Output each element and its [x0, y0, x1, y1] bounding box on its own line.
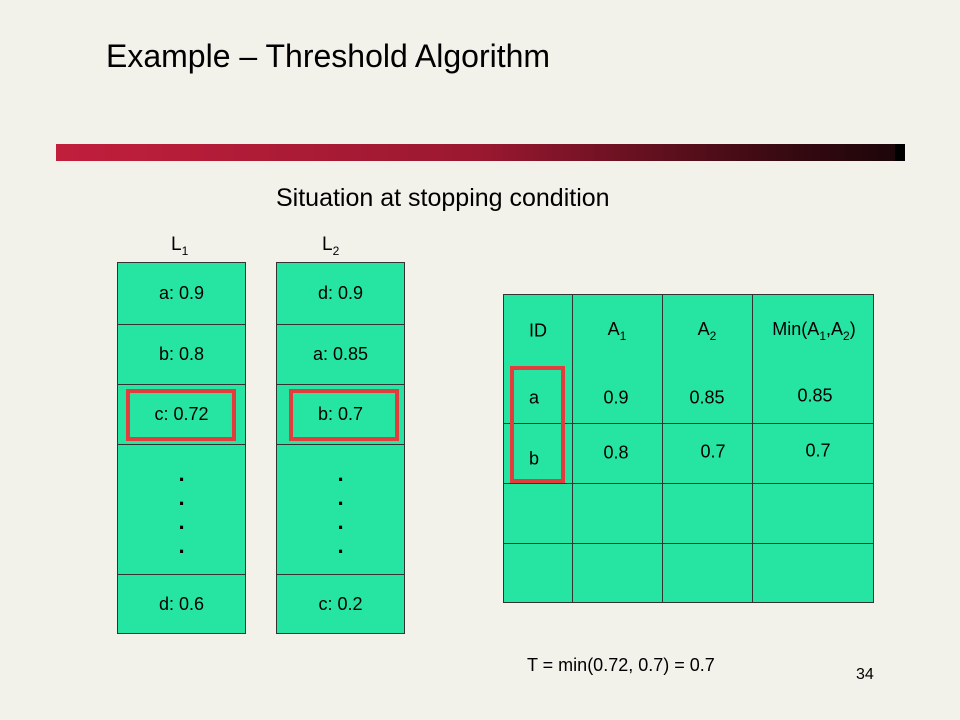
table-cell-id: b — [528, 448, 540, 469]
table-header-min-sub1: 1 — [819, 328, 826, 343]
table-cell-a1: 0.9 — [603, 387, 629, 408]
table-cell-a2: 0.7 — [700, 441, 726, 462]
table-header-a1-text: A — [607, 319, 620, 340]
table-header-a2: A2 — [698, 319, 717, 343]
threshold-formula: T = min(0.72, 0.7) = 0.7 — [527, 655, 715, 675]
table-column-divider — [662, 295, 663, 602]
list-l1-ellipsis: .... — [118, 445, 245, 575]
list-l2-label: L2 — [322, 234, 339, 258]
table-cell-min: 0.7 — [805, 440, 831, 461]
table-header-id: ID — [529, 320, 547, 341]
title-accent-bar-end — [895, 144, 905, 161]
list-l1-item: a: 0.9 — [118, 263, 245, 325]
table-cell-a1: 0.8 — [603, 442, 629, 463]
list-l2-highlight — [289, 389, 399, 441]
list-l2-item: c: 0.2 — [318, 593, 363, 614]
table-header-min: Min(A1,A2) — [772, 319, 855, 343]
table-header-a1-sub: 1 — [619, 328, 627, 343]
table-header-min-sub2: 2 — [843, 328, 850, 343]
table-cell-id: a — [528, 387, 540, 408]
list-l2-item: a: 0.85 — [277, 325, 404, 385]
list-l1: a: 0.9 b: 0.8 c: 0.72 .... d: 0.6 — [117, 262, 246, 634]
table-header-a2-text: A — [697, 319, 710, 340]
list-l2-item: d: 0.9 — [277, 263, 404, 325]
table-column-divider — [572, 295, 573, 602]
list-l1-item: c: 0.72 — [118, 385, 245, 445]
list-l2-label-text: L — [322, 234, 333, 255]
list-l1-label-sub: 1 — [181, 243, 189, 258]
page-number: 34 — [856, 666, 874, 683]
list-l2-ellipsis: .... — [277, 445, 404, 575]
title-accent-bar — [56, 144, 905, 161]
table-row-divider — [504, 423, 873, 424]
table-id-highlight — [510, 366, 565, 483]
list-l1-item: b: 0.8 — [118, 325, 245, 385]
table-column-divider — [752, 295, 753, 602]
table-row-divider — [504, 543, 873, 544]
list-l1-label-text: L — [171, 234, 182, 255]
table-row-divider — [504, 483, 873, 484]
table-header-min-mid: ,A — [826, 319, 844, 340]
table-cell-a2: 0.85 — [689, 387, 725, 408]
table-cell-min: 0.85 — [797, 385, 833, 406]
slide-subtitle: Situation at stopping condition — [276, 184, 610, 212]
list-l2-item: b: 0.7 — [277, 385, 404, 445]
table-header-a2-sub: 2 — [709, 328, 717, 343]
list-l1-item: d: 0.6 — [158, 593, 205, 614]
list-l1-label: L1 — [171, 234, 188, 258]
table-header-min-prefix: Min(A — [772, 319, 820, 340]
list-l2-label-sub: 2 — [332, 243, 340, 258]
slide-title: Example – Threshold Algorithm — [106, 38, 551, 74]
list-l1-highlight — [126, 389, 236, 441]
list-l2: d: 0.9 a: 0.85 b: 0.7 .... c: 0.2 — [276, 262, 405, 634]
table-header-min-suffix: ) — [849, 319, 856, 340]
table-header-a1: A1 — [608, 319, 627, 343]
